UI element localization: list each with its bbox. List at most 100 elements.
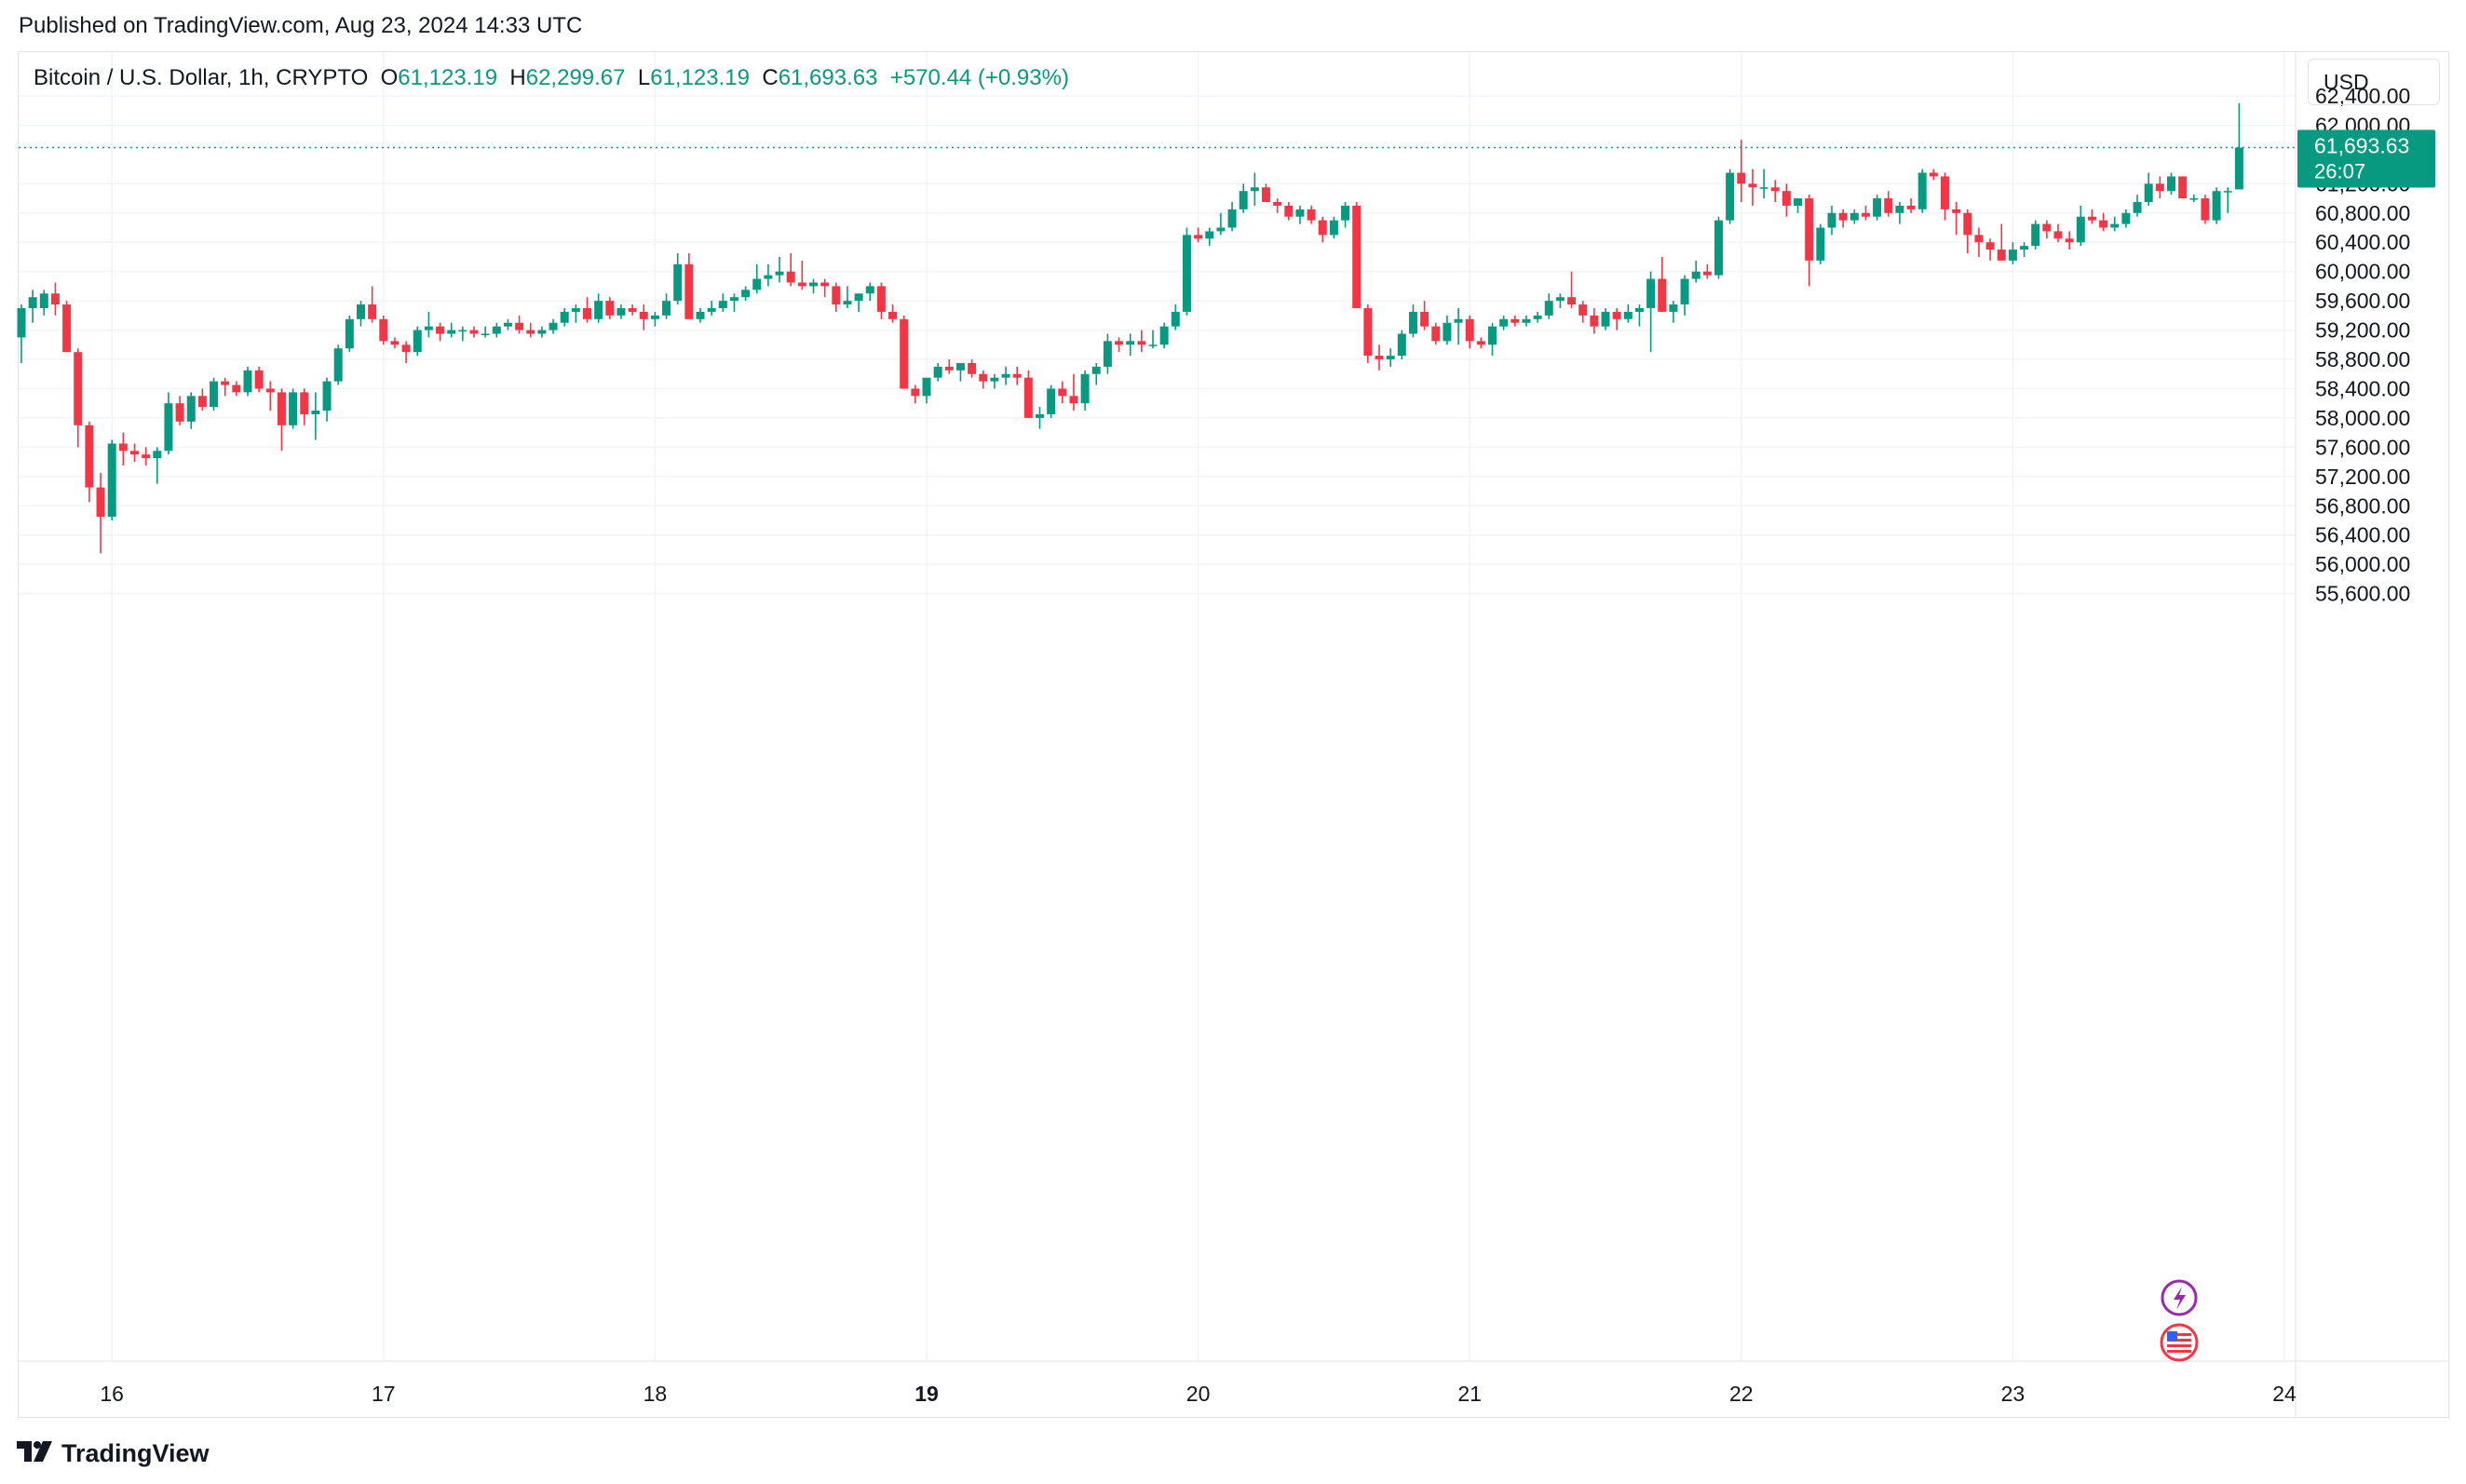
candle-body [424, 326, 433, 331]
candle-body [322, 381, 332, 411]
candle [401, 341, 411, 363]
candle-body [775, 271, 784, 276]
candle [1329, 216, 1338, 239]
x-tick-label: 20 [1186, 1382, 1211, 1406]
currency-button[interactable]: USD [2308, 59, 2440, 105]
tradingview-logo[interactable]: TradingView [17, 1437, 210, 1469]
candle-body [2087, 216, 2096, 221]
price-scale: 62,400.0062,000.0061,200.0060,800.0060,4… [2315, 84, 2410, 606]
candle [2212, 187, 2221, 224]
candle-body [786, 271, 795, 283]
candle-body [164, 403, 173, 452]
candle-body [1623, 311, 1633, 319]
candle-body [639, 311, 648, 319]
candle [1544, 293, 1553, 319]
candle-body [571, 307, 580, 312]
candle [96, 472, 105, 554]
candle [809, 278, 818, 294]
candle [560, 307, 569, 327]
candle [333, 344, 343, 385]
candle [1171, 304, 1180, 331]
candle-body [1001, 373, 1010, 378]
candle [2178, 176, 2188, 199]
candle [944, 359, 954, 374]
candle [1669, 301, 1678, 323]
candle [1702, 263, 1712, 279]
candle-body [311, 411, 320, 414]
candle-body [153, 451, 162, 459]
candle-body [1511, 318, 1520, 323]
candle [1985, 238, 1995, 261]
candle [1126, 333, 1135, 357]
candle-body [436, 326, 445, 334]
candle-body [277, 392, 286, 425]
candle-body [560, 311, 569, 323]
candle [1465, 315, 1474, 349]
candle-body [1941, 176, 1949, 209]
lightning-event-icon[interactable] [2161, 1279, 2198, 1316]
candle-body [333, 348, 343, 382]
candle-body [650, 315, 659, 319]
candle-body [1443, 322, 1452, 342]
candle [1590, 307, 1599, 334]
candle [390, 337, 400, 349]
candle [888, 304, 898, 323]
candle-body [1091, 366, 1101, 374]
candle-body [1329, 220, 1338, 236]
candle [503, 318, 512, 331]
y-tick-label: 62,400.00 [2315, 84, 2410, 108]
candle-body [865, 286, 874, 294]
candle-body [186, 396, 196, 422]
us-flag-event-icon[interactable] [2160, 1323, 2199, 1362]
candle [232, 381, 241, 397]
candle [1397, 330, 1406, 360]
candle [17, 304, 26, 363]
candle-body [107, 443, 116, 518]
symbol-name[interactable]: Bitcoin / U.S. Dollar, 1h, CRYPTO [34, 65, 369, 90]
candle-body [628, 307, 637, 312]
x-tick-label: 24 [2272, 1382, 2297, 1406]
candle-body [2155, 183, 2164, 192]
candle-body [1634, 307, 1644, 312]
candle [481, 326, 490, 338]
candle [1794, 198, 1803, 213]
candle [1827, 205, 1836, 236]
candle-body [1794, 198, 1803, 206]
candle-body [1420, 311, 1429, 327]
candle-body [1997, 250, 2006, 261]
candle [345, 315, 354, 353]
candle-body [526, 330, 535, 334]
close-value: 61,693.63 [778, 65, 878, 90]
candle [605, 297, 615, 319]
candle-body [481, 333, 490, 336]
candle [1001, 366, 1010, 385]
candle [775, 256, 784, 283]
y-tick-label: 59,600.00 [2315, 289, 2410, 313]
candle [164, 392, 173, 455]
candle [1363, 304, 1373, 363]
candle-body [96, 487, 105, 518]
candle-body [368, 304, 377, 319]
candle [1511, 315, 1520, 327]
candle-body [1171, 311, 1180, 327]
candle [1080, 370, 1090, 411]
candle [118, 432, 128, 466]
candle [1579, 301, 1588, 323]
candle-body [537, 330, 547, 334]
candle-body [413, 330, 422, 353]
candle-body [142, 454, 151, 459]
candle [696, 307, 705, 323]
candle-body [1555, 297, 1565, 302]
candle-body [729, 297, 738, 302]
candle [2008, 242, 2017, 264]
grid [19, 52, 2296, 1361]
candle [1386, 348, 1395, 367]
candle-body [2201, 198, 2210, 221]
candle [74, 348, 83, 448]
candle [1759, 169, 1768, 199]
x-tick-label: 19 [915, 1382, 939, 1406]
candle [2144, 172, 2153, 206]
candle [933, 362, 942, 382]
candle [1522, 315, 1531, 327]
